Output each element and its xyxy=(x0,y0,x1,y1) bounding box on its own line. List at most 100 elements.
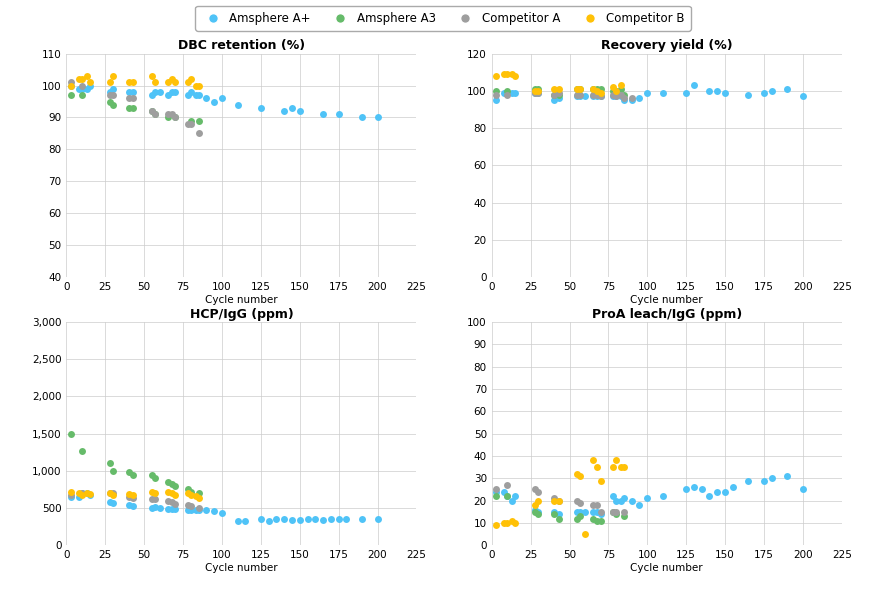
Point xyxy=(609,496,623,505)
Point xyxy=(551,90,565,100)
Point xyxy=(497,487,511,496)
Point xyxy=(126,103,140,113)
Point xyxy=(617,462,631,472)
Point xyxy=(191,493,206,502)
Point xyxy=(191,81,206,91)
Point xyxy=(148,110,162,119)
Point xyxy=(199,94,214,103)
Point xyxy=(72,492,86,502)
Point xyxy=(571,514,585,523)
Point xyxy=(148,77,162,87)
Point xyxy=(230,516,245,526)
Point xyxy=(547,507,561,517)
Point xyxy=(609,92,623,101)
Point xyxy=(505,496,519,505)
Point xyxy=(578,92,592,101)
Point xyxy=(152,87,167,97)
Point xyxy=(594,88,608,98)
Point xyxy=(625,95,639,105)
Point xyxy=(82,77,97,87)
Point xyxy=(253,514,268,524)
Point xyxy=(323,514,338,524)
Point xyxy=(207,97,222,106)
Point xyxy=(189,491,203,501)
Point xyxy=(726,483,740,492)
Point xyxy=(316,515,330,525)
Point xyxy=(614,90,628,100)
Point xyxy=(181,119,195,129)
Point xyxy=(285,515,299,525)
Point xyxy=(75,91,89,100)
Point xyxy=(711,487,725,496)
Point xyxy=(165,497,179,507)
Point xyxy=(145,106,159,116)
Point xyxy=(191,503,206,513)
Point xyxy=(75,74,89,84)
Point xyxy=(551,514,565,523)
Point xyxy=(528,88,542,98)
Point xyxy=(501,491,515,501)
Point xyxy=(586,84,600,94)
Point xyxy=(103,459,117,468)
Point xyxy=(571,84,585,94)
Point xyxy=(625,496,639,505)
Point xyxy=(586,514,600,523)
Point xyxy=(609,455,623,465)
Point xyxy=(308,514,323,524)
Point xyxy=(594,92,608,101)
Point xyxy=(547,90,561,100)
Point xyxy=(796,485,810,494)
Point xyxy=(269,514,284,524)
Point xyxy=(106,100,120,110)
Point xyxy=(586,455,600,465)
X-axis label: Cycle number: Cycle number xyxy=(631,563,703,573)
Point xyxy=(765,473,779,483)
Point xyxy=(614,92,628,101)
Point xyxy=(508,72,522,81)
Title: Recovery yield (%): Recovery yield (%) xyxy=(601,39,733,52)
Point xyxy=(145,495,159,504)
Point xyxy=(292,515,307,525)
Point xyxy=(573,498,587,508)
Point xyxy=(103,489,117,498)
Point xyxy=(168,113,183,122)
Point xyxy=(633,94,647,103)
Point xyxy=(285,103,299,113)
Point xyxy=(505,516,519,526)
Point xyxy=(103,97,117,106)
Point xyxy=(292,106,307,116)
Point xyxy=(590,84,604,94)
Point xyxy=(370,113,385,122)
Point xyxy=(189,81,203,91)
Point xyxy=(489,86,503,95)
Point xyxy=(277,514,291,524)
Point xyxy=(106,91,120,100)
Point xyxy=(121,500,136,510)
Point xyxy=(606,86,620,95)
Point xyxy=(617,90,631,100)
Point xyxy=(106,72,120,81)
Point xyxy=(189,91,203,100)
Point xyxy=(168,481,183,491)
Point xyxy=(168,499,183,508)
Point xyxy=(121,87,136,97)
Point xyxy=(578,507,592,517)
Point xyxy=(165,87,179,97)
Point xyxy=(573,92,587,101)
Point xyxy=(551,496,565,505)
X-axis label: Cycle number: Cycle number xyxy=(631,295,703,305)
Point xyxy=(183,119,198,129)
Point xyxy=(528,84,542,94)
Point xyxy=(183,487,198,496)
Point xyxy=(532,496,546,505)
Point xyxy=(121,94,136,103)
Point xyxy=(489,487,503,496)
Point xyxy=(160,91,175,100)
Point xyxy=(679,485,693,494)
Point xyxy=(80,489,94,498)
Point xyxy=(547,84,561,94)
Title: ProA leach/IgG (ppm): ProA leach/IgG (ppm) xyxy=(592,308,742,321)
Point xyxy=(106,84,120,94)
Point xyxy=(355,514,369,524)
Point xyxy=(82,490,97,499)
